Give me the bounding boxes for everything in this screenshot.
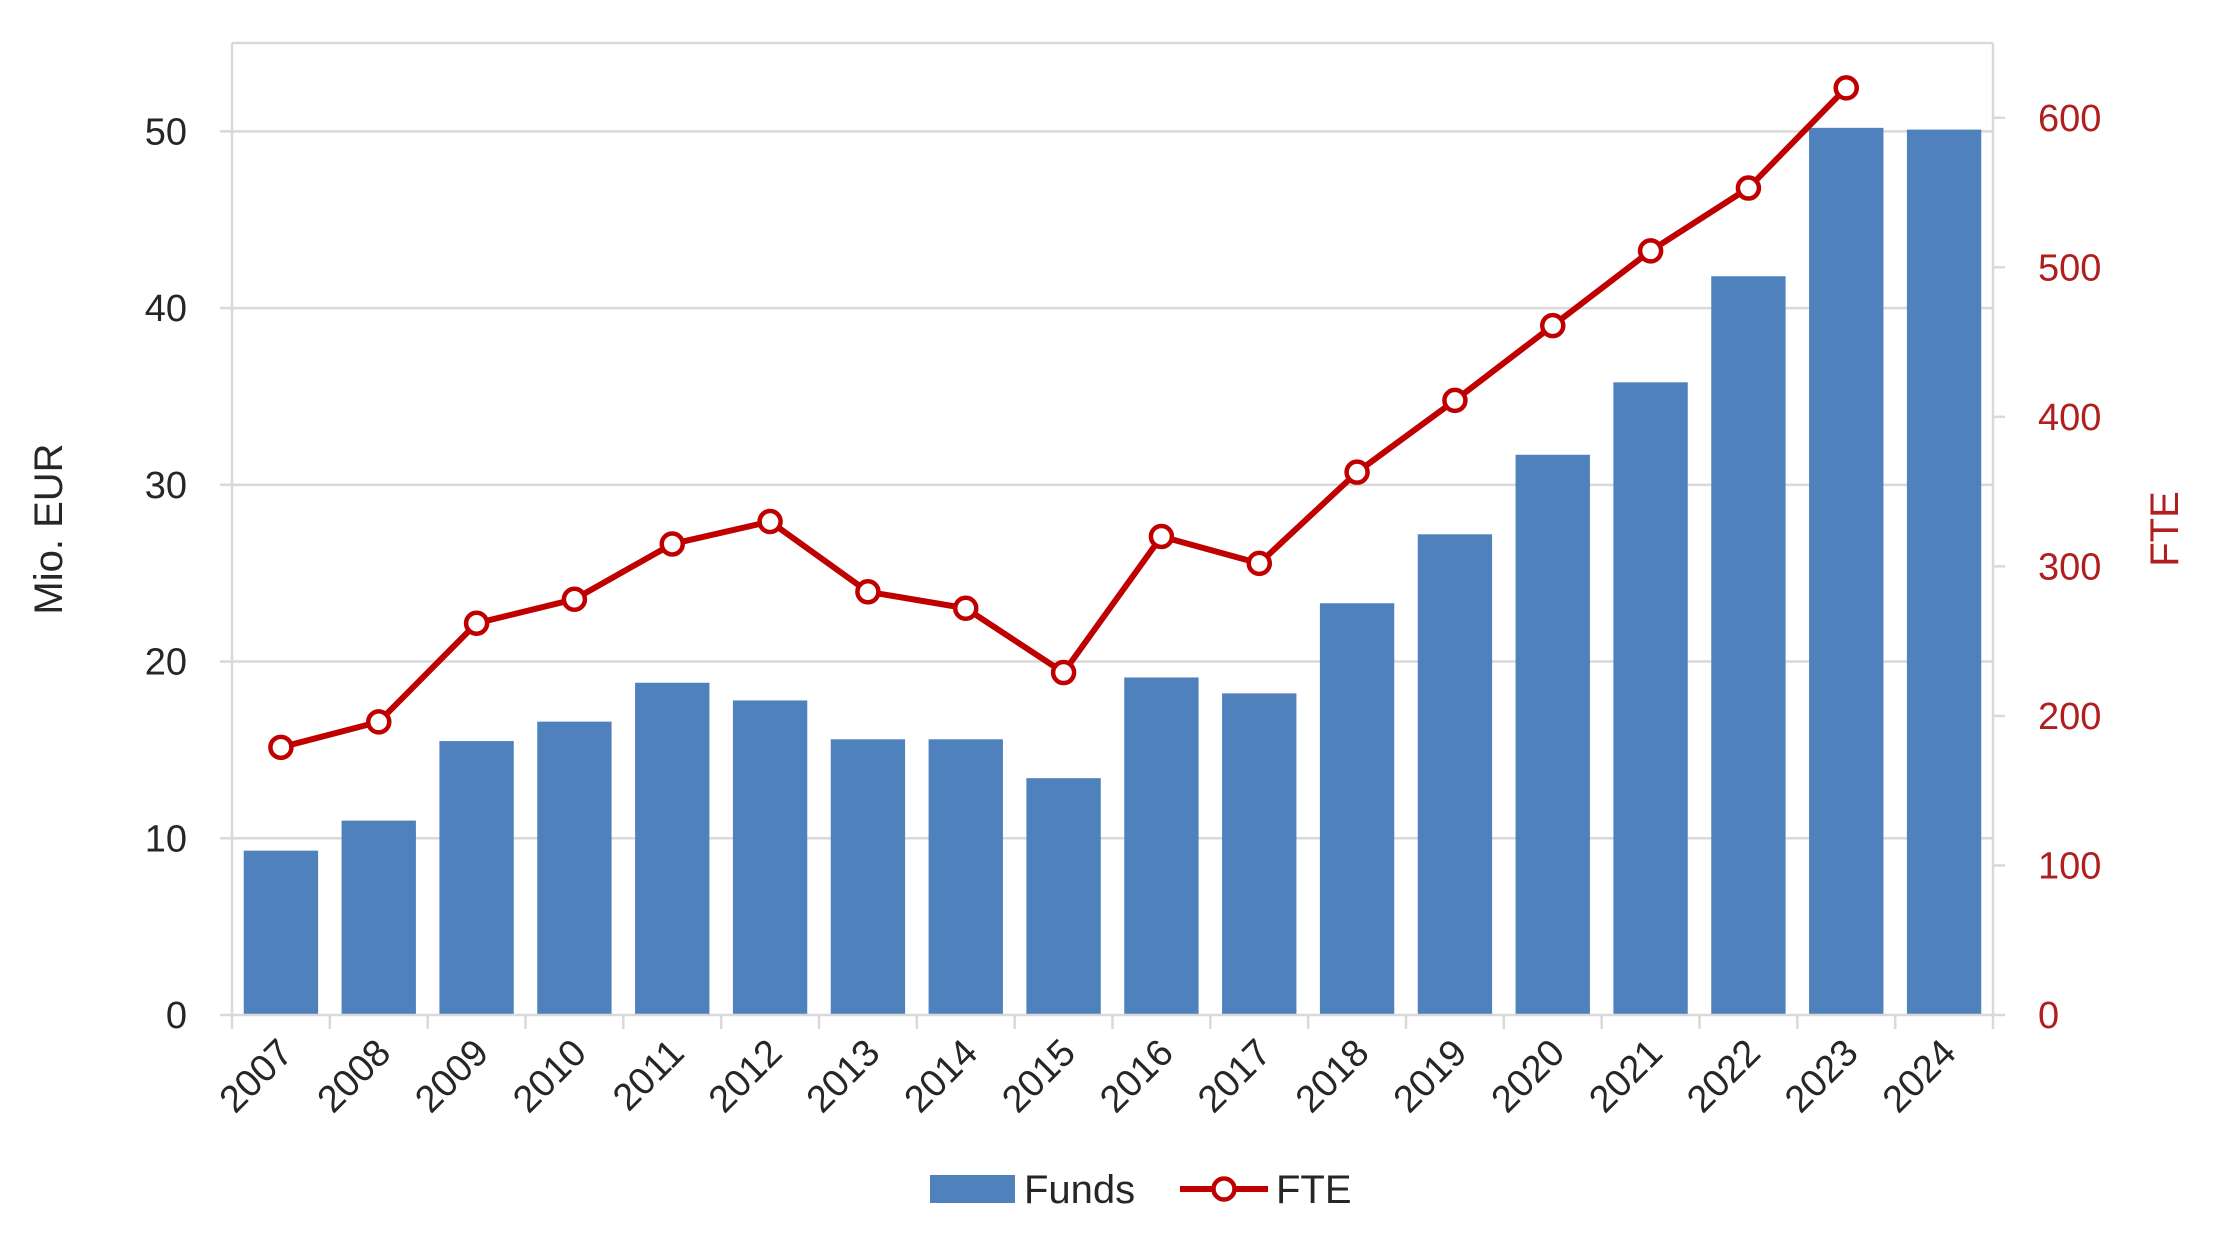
funds-bar (1319, 603, 1395, 1015)
fte-line (268, 75, 1859, 761)
fte-point (1540, 312, 1566, 339)
funds-bar (928, 739, 1003, 1015)
x-tick-label: 2021 (1581, 1032, 1670, 1121)
fte-point (1735, 175, 1762, 201)
x-tick-label: 2015 (994, 1032, 1083, 1121)
fte-point (757, 508, 783, 535)
fte-point (1637, 238, 1664, 264)
funds-bar (1417, 534, 1493, 1015)
y2-tick-label-right: 100 (2038, 845, 2101, 887)
x-tick-label: 2008 (310, 1032, 399, 1121)
x-tick-label: 2012 (701, 1032, 790, 1121)
y-tick-label-left: 30 (145, 465, 187, 507)
x-tick-label: 2018 (1288, 1032, 1377, 1121)
y-tick-label-left: 40 (145, 288, 187, 330)
funds-bar (1809, 127, 1884, 1015)
legend-funds-swatch (930, 1175, 1015, 1203)
legend-fte-marker (1211, 1176, 1237, 1202)
y2-tick-label-right: 0 (2038, 995, 2059, 1037)
x-tick-label: 2013 (799, 1032, 888, 1121)
fte-point (1246, 550, 1272, 577)
x-tick-label: 2019 (1386, 1032, 1475, 1121)
fte-point (1148, 523, 1175, 550)
y2-tick-label-right: 300 (2038, 546, 2101, 588)
fte-point (366, 709, 392, 735)
x-tick-label: 2010 (505, 1032, 594, 1121)
fte-point (463, 610, 490, 636)
x-tick-label: 2014 (897, 1032, 986, 1121)
x-tick-label: 2023 (1777, 1032, 1866, 1121)
funds-bar (830, 739, 906, 1015)
x-tick-label: 2017 (1190, 1032, 1279, 1121)
y-tick-label-left: 50 (145, 111, 187, 153)
funds-bar (1906, 129, 1982, 1015)
fte-point (855, 579, 881, 605)
funds-bar (537, 721, 612, 1015)
funds-bar (243, 850, 319, 1015)
y2-tick-label-right: 500 (2038, 247, 2101, 289)
funds-bar (1026, 778, 1101, 1015)
gridlines (232, 130, 1993, 840)
x-tick-label: 2022 (1679, 1032, 1768, 1121)
y-axis-title-left: Mio. EUR (27, 443, 71, 614)
legend-funds-label: Funds (1024, 1168, 1135, 1212)
fte-point (1344, 459, 1370, 485)
fte-point (561, 586, 588, 613)
funds-bar (439, 741, 514, 1015)
x-tick-label: 2011 (605, 1032, 692, 1119)
y-axis-title-right: FTE (2143, 491, 2187, 567)
y-tick-label-left: 20 (145, 642, 187, 684)
x-tick-label: 2020 (1484, 1032, 1573, 1121)
fte-point (659, 531, 685, 557)
x-tick-label: 2009 (407, 1032, 496, 1121)
x-tick-label: 2007 (212, 1032, 301, 1121)
x-tick-label: 2024 (1875, 1032, 1964, 1121)
funds-bar (1613, 382, 1688, 1015)
y2-tick-label-right: 600 (2038, 98, 2101, 140)
x-tick-label: 2016 (1092, 1032, 1181, 1121)
funds-bar (1515, 454, 1590, 1015)
fte-point (268, 734, 294, 761)
fte-point (1442, 387, 1468, 414)
fte-point (953, 595, 979, 622)
funds-bars (243, 127, 1982, 1015)
funds-bar (1222, 693, 1297, 1015)
y2-tick-label-right: 400 (2038, 397, 2101, 439)
funds-bar (635, 682, 710, 1015)
fte-point (1833, 75, 1859, 101)
funds-bar (732, 700, 808, 1015)
y2-tick-label-right: 200 (2038, 696, 2101, 738)
plot-frame (220, 41, 2005, 1029)
legend: Funds FTE (930, 1168, 1352, 1212)
y-tick-label-left: 10 (145, 818, 187, 860)
funds-bar (1124, 677, 1199, 1015)
y-tick-label-left: 0 (166, 995, 187, 1037)
axis-titles: Mio. EUR FTE (27, 443, 2187, 614)
fte-line-path (280, 85, 1849, 751)
funds-bar (1711, 276, 1786, 1015)
legend-fte-label: FTE (1276, 1168, 1352, 1212)
fte-point (1050, 659, 1077, 686)
funds-bar (341, 820, 416, 1015)
